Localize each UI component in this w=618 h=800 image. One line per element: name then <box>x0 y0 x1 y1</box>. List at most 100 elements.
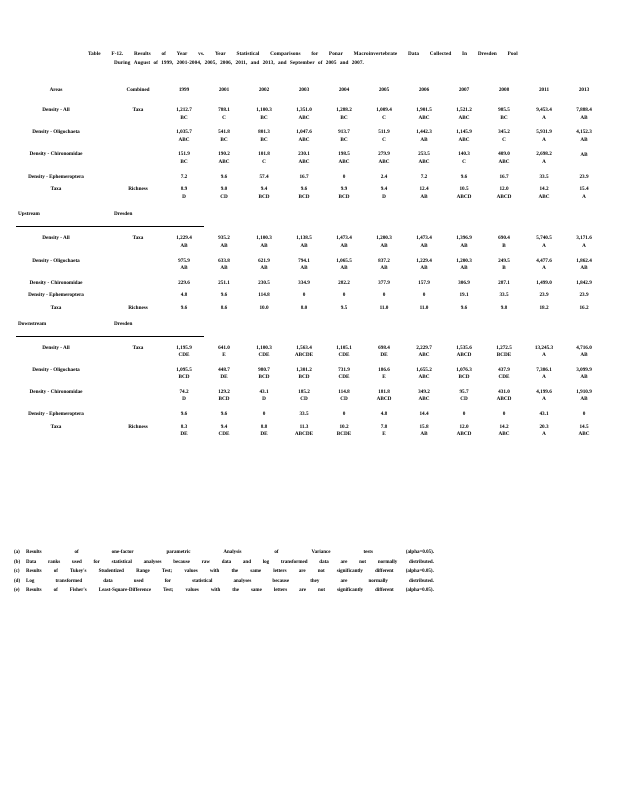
title-word: F-12. <box>111 51 124 57</box>
cell-2001: 448.7 DE <box>218 366 230 381</box>
footnote-word: used <box>72 559 82 565</box>
title-word: In <box>462 51 468 57</box>
cell-2004: 198.5 ABC <box>338 151 350 165</box>
table-row: Taxa Richness 8.9 D 9.0 CD 9.4 BCD 9.6 BCD 9.9 BCD 9… <box>0 186 618 202</box>
title-word: Data <box>407 51 420 57</box>
cell-1999: 8.3 DE <box>180 423 188 438</box>
column-header-year-2006: 2006 <box>418 87 430 93</box>
cell-2013: 4,152.3 AB <box>576 129 592 143</box>
title-word: Pool <box>507 51 518 57</box>
title-word: Statistical <box>236 51 260 57</box>
table-row: Density - All Taxa 1,212.7 BC 788.1 C 1,100.3 B… <box>0 107 618 123</box>
header-pad <box>484 74 524 87</box>
cell-2006: 12.4 AB <box>419 186 429 200</box>
footnote-word: letters <box>273 569 287 575</box>
footnote-word: log <box>262 559 270 565</box>
section-header-pad <box>484 321 524 336</box>
column-header-year-2001: 2001 <box>218 87 230 93</box>
cell-significant-difference: No <box>604 292 618 299</box>
footnote-marker: (c) <box>14 569 20 575</box>
title-word: 2005 <box>325 60 337 67</box>
section-header-pad <box>244 211 284 226</box>
section-header-row: Upstream Dresden <box>0 211 618 226</box>
cell-2004: 0 <box>342 411 346 418</box>
row-label-sub <box>112 411 164 418</box>
section-header-pad <box>404 321 444 336</box>
title-word: for <box>311 51 319 57</box>
cell-2008: 287.1 <box>498 279 510 286</box>
cell-2002: 1,100.3 CDE <box>256 344 272 359</box>
footnote-word: data <box>103 578 113 584</box>
cell-2002: 801.3 BC <box>258 129 270 143</box>
cell-2011: 33.5 <box>539 173 549 180</box>
cell-2003: 794.1 AB <box>298 257 310 272</box>
cell-2002: 621.9 AB <box>258 257 270 272</box>
cell-2003: 16.7 <box>299 173 309 180</box>
footnote-word: analyses <box>143 559 162 565</box>
cell-2005: 181.8 ABCD <box>376 388 392 403</box>
footnote-word: Studentized <box>98 569 124 575</box>
title-word: During <box>114 60 131 67</box>
header-pad <box>284 74 324 87</box>
cell-2013: 23.9 <box>579 173 589 180</box>
column-header-year-2005: 2005 <box>378 87 390 93</box>
footnote-word: values <box>184 569 198 575</box>
row-label-sub: Richness <box>128 186 148 193</box>
footnote-word: they <box>310 578 320 584</box>
cell-2006: 349.2 ABC <box>418 388 430 403</box>
title-word: of <box>153 60 158 67</box>
section-header-pad <box>604 321 618 336</box>
cell-2011: 2,698.2 A <box>536 151 552 165</box>
title-word: August <box>133 60 151 67</box>
cell-significant-difference: No <box>604 305 618 312</box>
footnote-word: data <box>319 559 329 565</box>
cell-2001: 9.0 CD <box>220 186 228 200</box>
title-word: of <box>161 51 166 57</box>
cell-2013: 1,910.9 AB <box>576 388 592 403</box>
cell-2007: 1,076.3 BCD <box>456 366 472 381</box>
footnote-word: transformed <box>55 578 83 584</box>
row-label-sub: Taxa <box>132 235 144 242</box>
footnote-text: Results of Fisher's Least-Square-Difference… <box>26 586 434 596</box>
cell-2003: 1,047.6 ABC <box>296 129 312 143</box>
footnote-word: different <box>375 569 394 575</box>
cell-2004: 1,065.5 AB <box>336 257 352 272</box>
cell-2011: 7,386.1 A <box>536 366 552 381</box>
cell-2013: 16.2 <box>579 304 589 311</box>
row-label-sub: Taxa <box>132 344 144 351</box>
header-pad <box>244 74 284 87</box>
cell-2005: 698.4 DE <box>378 344 390 359</box>
cell-significant-difference: No <box>604 280 618 287</box>
footnote-word: raw <box>201 559 210 565</box>
section-header-pad <box>404 211 444 226</box>
cell-2005: 11.0 <box>379 304 389 311</box>
row-label-sub <box>112 280 164 287</box>
cell-2004: 1,105.1 CDE <box>336 344 352 359</box>
footnote-word: normally <box>377 559 398 565</box>
cell-2013: 1,842.9 <box>576 279 592 286</box>
cell-2011: 18.2 <box>539 304 549 311</box>
column-header-significant-difference-2: Difference <box>604 87 618 98</box>
cell-2005: 511.9 C <box>378 129 390 143</box>
title-word: Comparisons <box>270 51 301 57</box>
header-pad <box>404 74 444 87</box>
section-header-pad <box>524 211 564 226</box>
cell-2007: 12.0 ABCD <box>456 423 472 438</box>
cell-2004: 1,288.2 BC <box>336 107 352 121</box>
section-header-location: Downstream <box>18 320 47 327</box>
cell-2001: 633.8 AB <box>218 257 230 272</box>
cell-2003: 1,351.0 ABC <box>296 107 312 121</box>
cell-1999: 74.2 D <box>179 388 189 403</box>
header-pad <box>112 74 164 87</box>
footnote-word: are <box>298 569 306 575</box>
footnote-word: significantly <box>337 588 364 594</box>
cell-2013: 15.4 A <box>579 186 589 200</box>
cell-2006: 253.5 ABC <box>418 151 430 165</box>
cell-2011: 1,499.0 <box>536 279 552 286</box>
footnote-word: are <box>340 559 348 565</box>
cell-2007: 306.9 <box>458 279 470 286</box>
cell-2001: 251.1 <box>218 279 230 286</box>
cell-2008: 985.5 BC <box>498 107 510 121</box>
cell-2007: 1,535.6 ABCD <box>456 344 472 359</box>
title-word: vs. <box>198 51 205 57</box>
